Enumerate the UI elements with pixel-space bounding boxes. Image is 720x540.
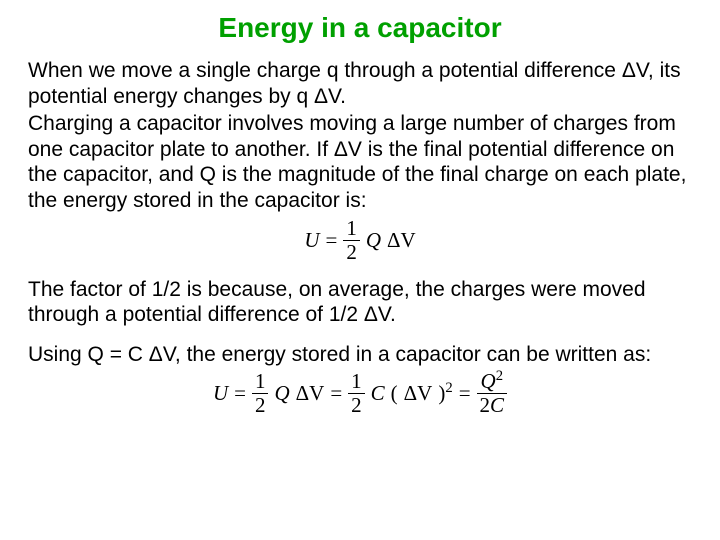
eq2-rparen: )2: [438, 381, 452, 406]
eq2-half-2: 1 2: [348, 371, 365, 416]
paragraph-2: Charging a capacitor involves moving a l…: [28, 111, 692, 213]
eq2-lparen: (: [391, 381, 398, 406]
eq1-half: 1 2: [343, 218, 360, 263]
eq2-dV-1: ΔV: [296, 381, 325, 406]
paragraph-3: The factor of 1/2 is because, on average…: [28, 277, 692, 328]
slide-title: Energy in a capacitor: [28, 12, 692, 44]
eq2-C: C: [371, 381, 385, 406]
paragraph-4: Using Q = C ΔV, the energy stored in a c…: [28, 342, 692, 368]
eq2-half-1: 1 2: [252, 371, 269, 416]
paragraph-1: When we move a single charge q through a…: [28, 58, 692, 109]
equation-1: U = 1 2 Q ΔV: [28, 218, 692, 263]
slide: Energy in a capacitor When we move a sin…: [0, 0, 720, 540]
eq1-U: U: [304, 228, 319, 253]
equation-2: U = 1 2 Q ΔV = 1 2 C ( ΔV )2 = Q2 2C: [28, 371, 692, 416]
eq1-dV: ΔV: [387, 228, 416, 253]
eq2-U: U: [213, 381, 228, 406]
eq2-Q: Q: [274, 381, 289, 406]
eq1-equals: =: [325, 228, 337, 253]
eq2-dV-2: ΔV: [404, 381, 433, 406]
eq2-equals-2: =: [330, 381, 342, 406]
eq1-Q: Q: [366, 228, 381, 253]
eq2-equals-3: =: [459, 381, 471, 406]
eq2-equals-1: =: [234, 381, 246, 406]
eq2-q2-over-2c: Q2 2C: [477, 371, 508, 416]
